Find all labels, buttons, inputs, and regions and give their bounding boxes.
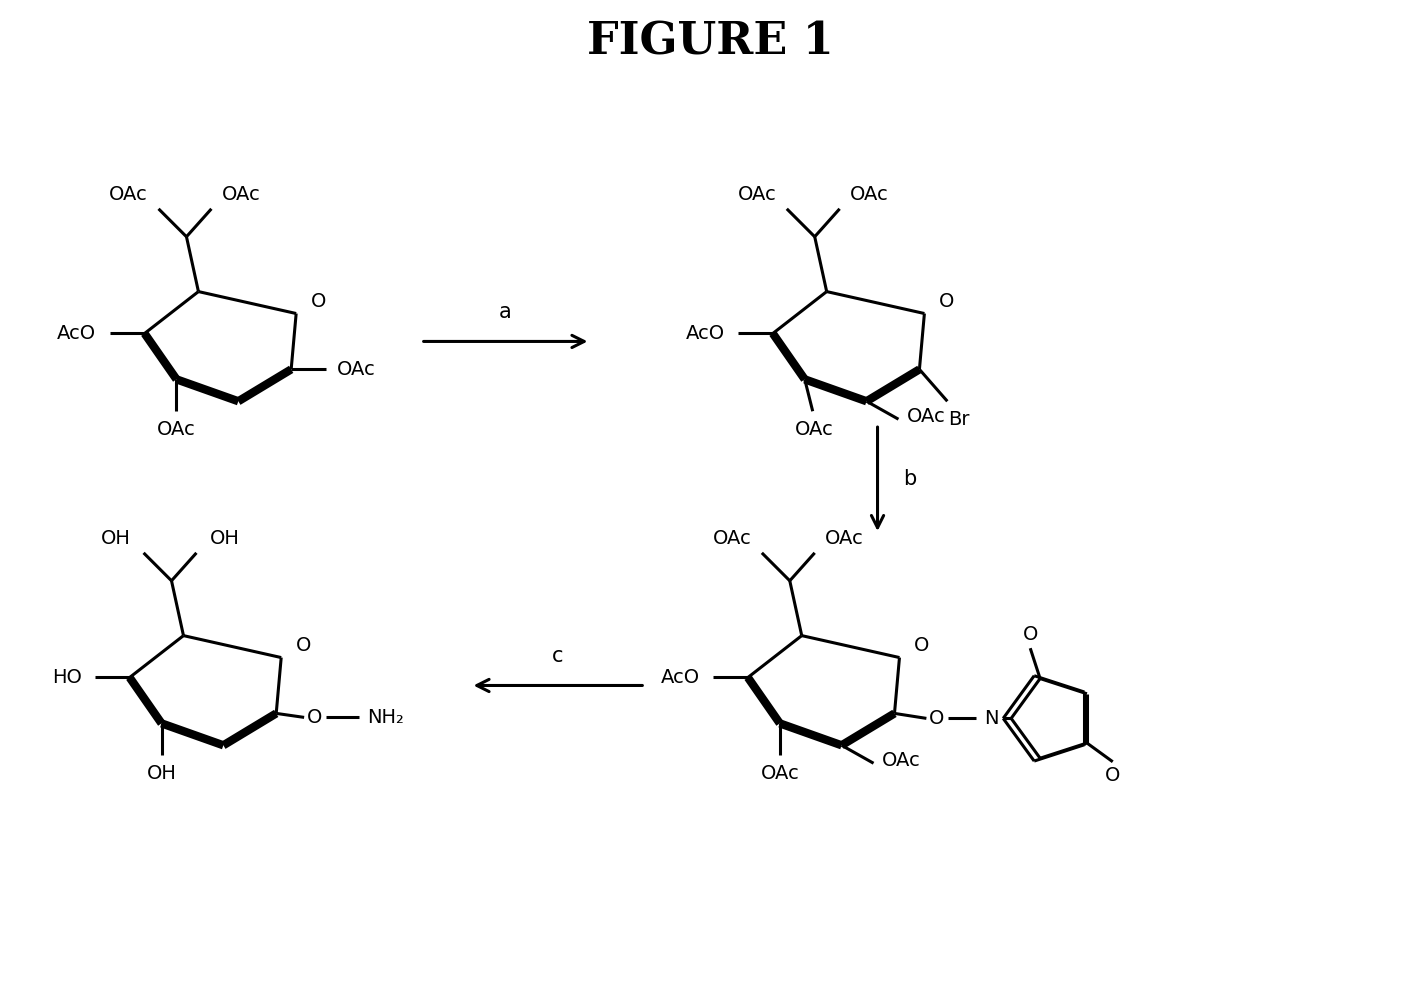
Text: FIGURE 1: FIGURE 1	[586, 21, 834, 64]
Text: OAc: OAc	[337, 360, 375, 378]
Text: O: O	[929, 709, 944, 728]
Text: a: a	[500, 302, 513, 322]
Text: b: b	[903, 469, 916, 489]
Text: AcO: AcO	[686, 324, 724, 343]
Text: Br: Br	[949, 409, 970, 428]
Text: OAc: OAc	[825, 530, 863, 549]
Text: c: c	[552, 645, 564, 665]
Text: NH₂: NH₂	[368, 708, 405, 727]
Text: OH: OH	[101, 530, 131, 549]
Text: O: O	[1022, 624, 1038, 643]
Text: OAc: OAc	[795, 419, 834, 438]
Text: OAc: OAc	[761, 764, 799, 783]
Text: OAc: OAc	[109, 185, 148, 204]
Text: O: O	[939, 292, 954, 311]
Text: AcO: AcO	[660, 668, 700, 687]
Text: HO: HO	[53, 668, 82, 687]
Text: O: O	[295, 636, 311, 655]
Text: O: O	[1105, 766, 1120, 785]
Bar	[998, 668, 1098, 768]
Text: O: O	[311, 292, 325, 311]
Text: OAc: OAc	[222, 185, 261, 204]
Text: OAc: OAc	[907, 406, 946, 425]
Text: OAc: OAc	[713, 530, 751, 549]
Text: N: N	[984, 709, 998, 728]
Text: OAc: OAc	[737, 185, 777, 204]
Text: AcO: AcO	[57, 324, 97, 343]
Text: OAc: OAc	[882, 751, 920, 770]
Text: O: O	[307, 708, 322, 727]
Text: OAc: OAc	[851, 185, 889, 204]
Text: OAc: OAc	[158, 419, 196, 438]
Text: O: O	[913, 636, 929, 655]
Text: OH: OH	[146, 764, 176, 783]
Text: OH: OH	[209, 530, 240, 549]
